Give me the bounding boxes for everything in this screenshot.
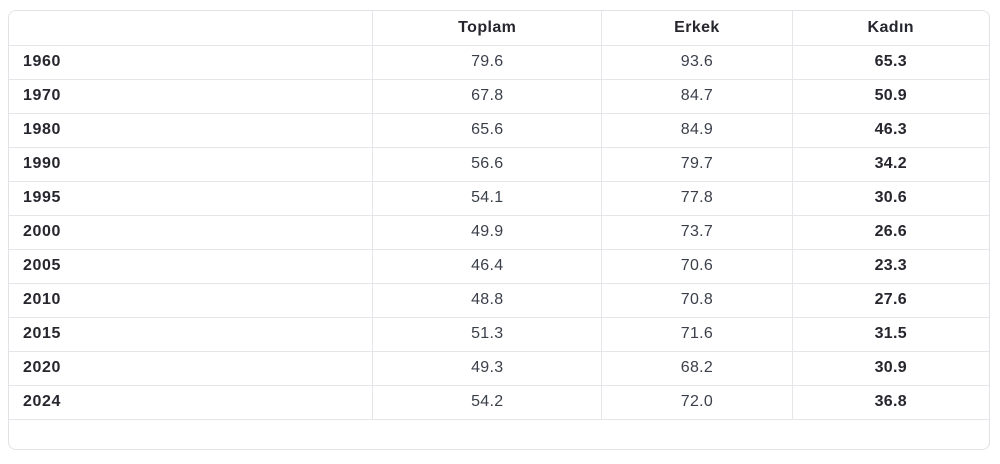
- cell-erkek: 72.0: [601, 385, 793, 420]
- table-row: 2020 49.3 68.2 30.9: [9, 351, 989, 386]
- cell-year: 2010: [9, 283, 374, 318]
- table-row: 2000 49.9 73.7 26.6: [9, 215, 989, 250]
- cell-year: 2005: [9, 249, 374, 284]
- cell-kadin: 31.5: [792, 317, 989, 352]
- cell-toplam: 49.9: [372, 215, 603, 250]
- cell-erkek: 68.2: [601, 351, 793, 386]
- participation-rate-table-container: Toplam Erkek Kadın 1960 79.6 93.6 65.3 1…: [8, 10, 990, 450]
- cell-kadin: 26.6: [792, 215, 989, 250]
- table-row: 2015 51.3 71.6 31.5: [9, 317, 989, 352]
- cell-toplam: 56.6: [372, 147, 603, 182]
- cell-erkek: 79.7: [601, 147, 793, 182]
- cell-erkek: 84.9: [601, 113, 793, 148]
- cell-year: 2000: [9, 215, 374, 250]
- table-row: 1960 79.6 93.6 65.3: [9, 45, 989, 80]
- table-row: 1980 65.6 84.9 46.3: [9, 113, 989, 148]
- participation-rate-table: Toplam Erkek Kadın 1960 79.6 93.6 65.3 1…: [9, 11, 989, 420]
- table-row: 1995 54.1 77.8 30.6: [9, 181, 989, 216]
- cell-year: 1995: [9, 181, 374, 216]
- cell-toplam: 51.3: [372, 317, 603, 352]
- cell-year: 2020: [9, 351, 374, 386]
- cell-year: 2015: [9, 317, 374, 352]
- table-row: 2010 48.8 70.8 27.6: [9, 283, 989, 318]
- table-row: 1970 67.8 84.7 50.9: [9, 79, 989, 114]
- cell-year: 1970: [9, 79, 374, 114]
- table-row: 1990 56.6 79.7 34.2: [9, 147, 989, 182]
- cell-erkek: 84.7: [601, 79, 793, 114]
- cell-kadin: 23.3: [792, 249, 989, 284]
- cell-toplam: 54.2: [372, 385, 603, 420]
- column-header-erkek: Erkek: [601, 11, 793, 46]
- cell-year: 1960: [9, 45, 374, 80]
- cell-toplam: 67.8: [372, 79, 603, 114]
- cell-toplam: 54.1: [372, 181, 603, 216]
- cell-kadin: 36.8: [792, 385, 989, 420]
- cell-kadin: 65.3: [792, 45, 989, 80]
- cell-kadin: 50.9: [792, 79, 989, 114]
- cell-erkek: 70.6: [601, 249, 793, 284]
- cell-kadin: 46.3: [792, 113, 989, 148]
- cell-toplam: 49.3: [372, 351, 603, 386]
- cell-year: 2024: [9, 385, 374, 420]
- cell-kadin: 34.2: [792, 147, 989, 182]
- cell-kadin: 30.6: [792, 181, 989, 216]
- cell-kadin: 30.9: [792, 351, 989, 386]
- cell-year: 1990: [9, 147, 374, 182]
- cell-toplam: 79.6: [372, 45, 603, 80]
- column-header-toplam: Toplam: [372, 11, 603, 46]
- cell-toplam: 48.8: [372, 283, 603, 318]
- cell-erkek: 70.8: [601, 283, 793, 318]
- cell-erkek: 71.6: [601, 317, 793, 352]
- table-row: 2024 54.2 72.0 36.8: [9, 385, 989, 420]
- table-row: 2005 46.4 70.6 23.3: [9, 249, 989, 284]
- cell-toplam: 65.6: [372, 113, 603, 148]
- cell-erkek: 73.7: [601, 215, 793, 250]
- cell-kadin: 27.6: [792, 283, 989, 318]
- cell-erkek: 77.8: [601, 181, 793, 216]
- cell-erkek: 93.6: [601, 45, 793, 80]
- header-row: Toplam Erkek Kadın: [9, 11, 989, 46]
- column-header-kadin: Kadın: [792, 11, 989, 46]
- cell-year: 1980: [9, 113, 374, 148]
- column-header-year: [9, 11, 374, 46]
- cell-toplam: 46.4: [372, 249, 603, 284]
